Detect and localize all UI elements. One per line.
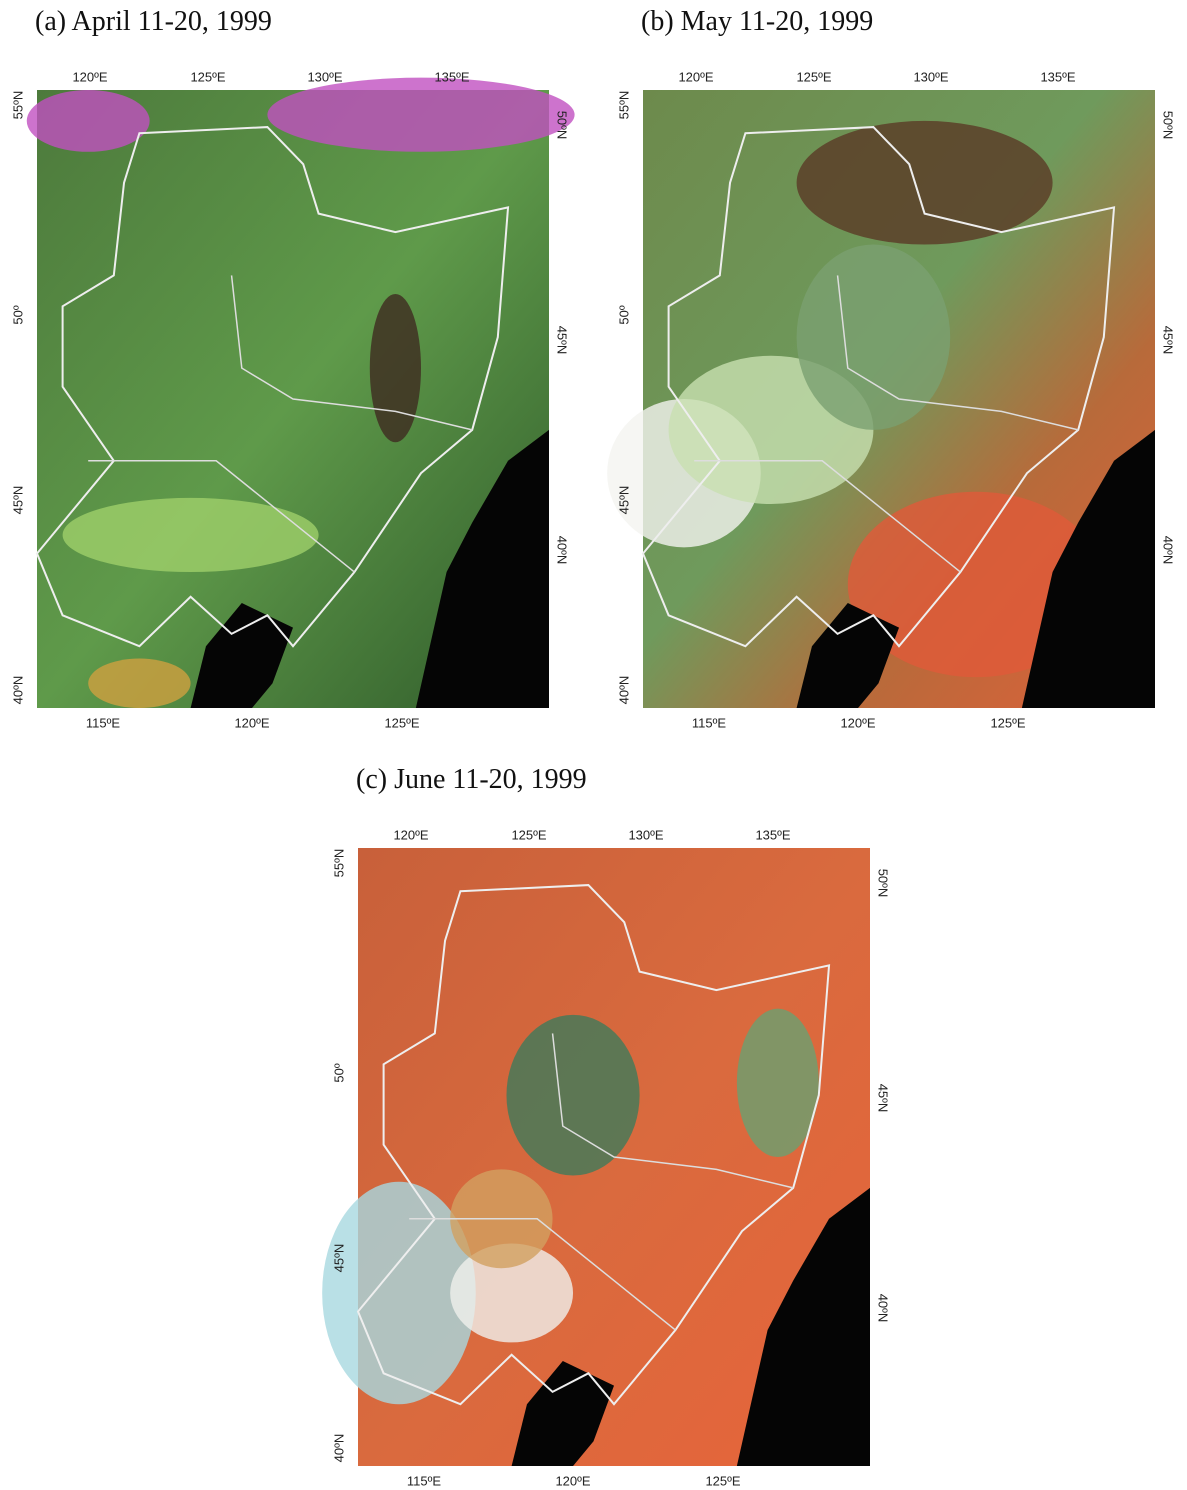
top-longitude-label: 130ºE [307,69,342,84]
bottom-longitude-label: 125ºE [990,715,1025,730]
bottom-longitude-label: 115ºE [86,715,120,730]
left-latitude-label: 50º [331,1063,346,1082]
right-latitude-label: 40ºN [1161,536,1176,565]
panel-title: (b) May 11-20, 1999 [641,6,873,37]
right-latitude-label: 50ºN [876,869,891,898]
map-panel: (b) May 11-20, 1999 120ºE 125ºE 130ºE 135ºE 5… [607,6,1175,730]
top-longitude-label: 130ºE [913,69,948,84]
land-cover-patch [63,498,319,572]
panel-title: (c) June 11-20, 1999 [356,764,587,795]
bottom-longitude-label: 115ºE [407,1473,441,1488]
left-latitude-label: 55ºN [616,91,631,120]
bottom-longitude-label: 120ºE [840,715,875,730]
bottom-longitude-label: 120ºE [234,715,269,730]
right-latitude-label: 45ºN [1161,326,1176,355]
left-latitude-label: 50º [616,305,631,324]
map-panel: (c) June 11-20, 1999 120ºE 125ºE 130ºE 135ºE… [322,764,890,1488]
top-longitude-label: 125ºE [190,69,225,84]
top-longitude-label: 125ºE [511,827,546,842]
right-latitude-label: 45ºN [555,326,570,355]
top-longitude-label: 135ºE [755,827,790,842]
right-latitude-label: 40ºN [555,536,570,565]
land-cover-patch [88,659,190,708]
left-latitude-label: 55ºN [331,849,346,878]
bottom-longitude-label: 115ºE [692,715,726,730]
bottom-longitude-label: 120ºE [555,1473,590,1488]
left-latitude-label: 40ºN [10,676,25,705]
left-latitude-label: 45ºN [331,1244,346,1273]
land-cover-patch [267,78,574,152]
map-panel: (a) April 11-20, 1999 120ºE 125ºE 130ºE 135º… [10,6,574,730]
left-latitude-label: 45ºN [10,486,25,515]
panel-title: (a) April 11-20, 1999 [35,6,272,37]
right-latitude-label: 50ºN [1161,111,1176,140]
top-longitude-label: 120ºE [72,69,107,84]
top-longitude-label: 120ºE [678,69,713,84]
bottom-longitude-label: 125ºE [384,715,419,730]
land-cover-patch [370,294,421,442]
bottom-longitude-label: 125ºE [705,1473,740,1488]
land-cover-patch [506,1015,639,1176]
left-latitude-label: 45ºN [616,486,631,515]
left-latitude-label: 40ºN [331,1434,346,1463]
land-cover-patch [797,121,1053,245]
top-longitude-label: 135ºE [1040,69,1075,84]
left-latitude-label: 55ºN [10,91,25,120]
right-latitude-label: 50ºN [555,111,570,140]
figure: (a) April 11-20, 1999 120ºE 125ºE 130ºE 135º… [0,0,1187,1490]
right-latitude-label: 40ºN [876,1294,891,1323]
right-latitude-label: 45ºN [876,1084,891,1113]
top-longitude-label: 130ºE [628,827,663,842]
top-longitude-label: 120ºE [393,827,428,842]
land-cover-patch [737,1009,819,1157]
left-latitude-label: 40ºN [616,676,631,705]
left-latitude-label: 50º [10,305,25,324]
top-longitude-label: 125ºE [796,69,831,84]
land-cover-patch [27,90,150,152]
top-longitude-label: 135ºE [434,69,469,84]
